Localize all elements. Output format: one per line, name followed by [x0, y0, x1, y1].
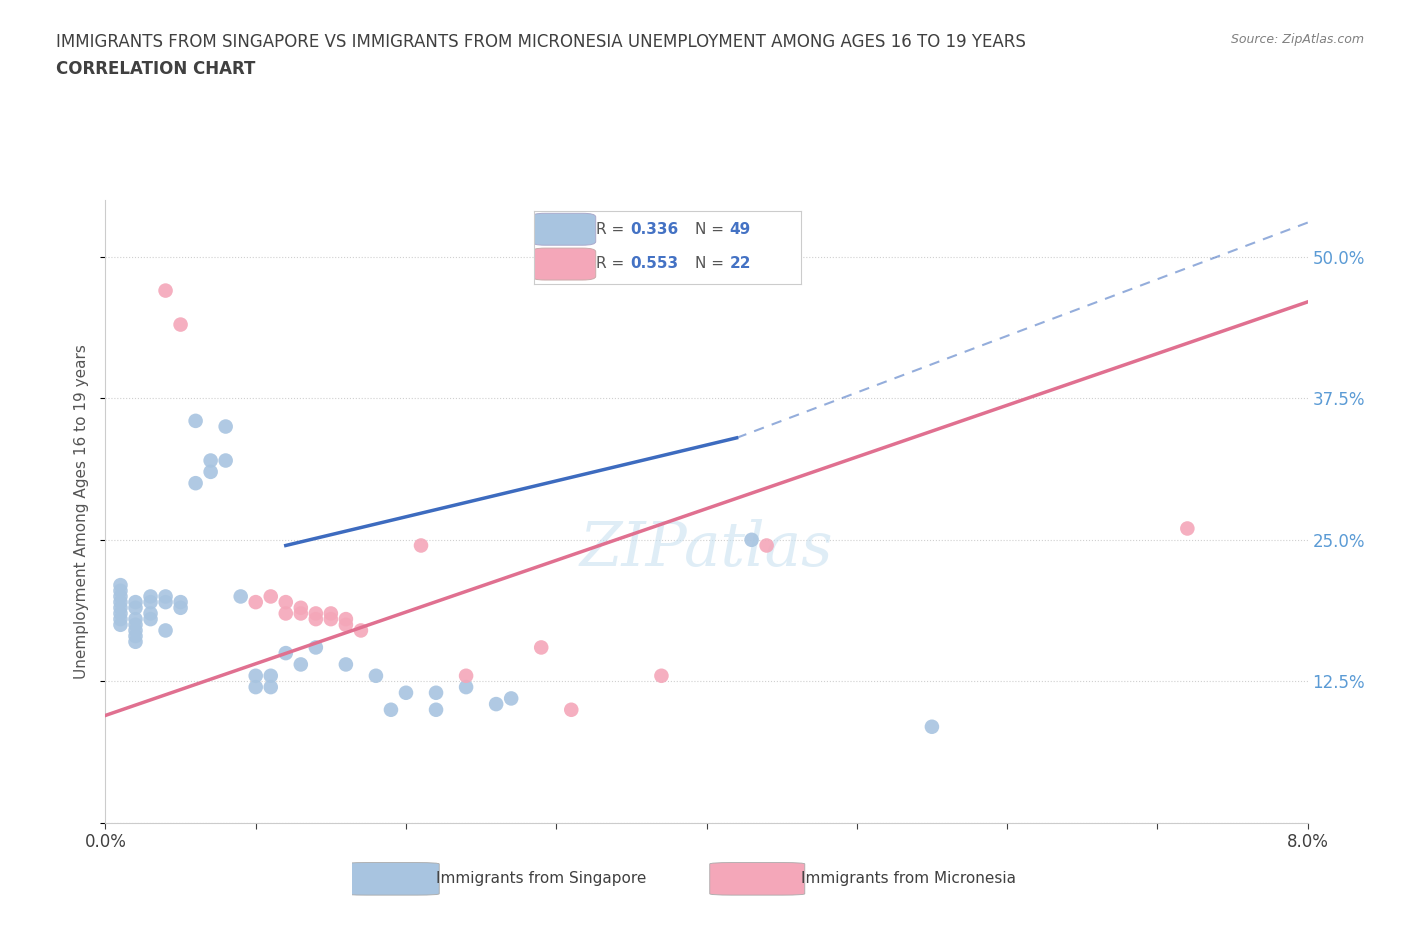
- Point: [290, 601, 312, 616]
- Text: 49: 49: [730, 221, 751, 237]
- Point: [395, 685, 418, 700]
- Point: [155, 589, 177, 604]
- Point: [260, 589, 283, 604]
- Text: R =: R =: [596, 221, 628, 237]
- Point: [139, 606, 162, 621]
- Point: [110, 612, 132, 627]
- Point: [319, 612, 342, 627]
- Point: [124, 623, 146, 638]
- FancyBboxPatch shape: [531, 248, 596, 280]
- Point: [380, 702, 402, 717]
- Point: [290, 606, 312, 621]
- Text: Immigrants from Singapore: Immigrants from Singapore: [436, 871, 645, 886]
- Point: [169, 594, 191, 609]
- Point: [260, 669, 283, 684]
- Point: [110, 589, 132, 604]
- Point: [169, 601, 191, 616]
- Point: [260, 680, 283, 695]
- Point: [560, 702, 582, 717]
- FancyBboxPatch shape: [710, 863, 804, 895]
- Point: [335, 657, 357, 671]
- Point: [245, 594, 267, 609]
- Point: [245, 669, 267, 684]
- Point: [305, 640, 328, 655]
- Point: [110, 601, 132, 616]
- Point: [921, 719, 943, 734]
- Point: [110, 583, 132, 598]
- Point: [124, 618, 146, 632]
- Point: [139, 612, 162, 627]
- Text: N =: N =: [695, 221, 728, 237]
- Text: N =: N =: [695, 256, 728, 271]
- Point: [139, 594, 162, 609]
- Point: [409, 538, 432, 553]
- Point: [155, 594, 177, 609]
- Point: [454, 680, 477, 695]
- Point: [335, 612, 357, 627]
- Point: [124, 629, 146, 644]
- Point: [155, 623, 177, 638]
- Point: [200, 453, 222, 468]
- Point: [124, 594, 146, 609]
- Text: 0.336: 0.336: [630, 221, 679, 237]
- FancyBboxPatch shape: [531, 213, 596, 246]
- Point: [364, 669, 387, 684]
- Point: [184, 414, 207, 429]
- Text: IMMIGRANTS FROM SINGAPORE VS IMMIGRANTS FROM MICRONESIA UNEMPLOYMENT AMONG AGES : IMMIGRANTS FROM SINGAPORE VS IMMIGRANTS …: [56, 33, 1026, 50]
- Point: [290, 657, 312, 671]
- Point: [274, 594, 297, 609]
- Point: [245, 680, 267, 695]
- Point: [741, 532, 763, 547]
- Text: Immigrants from Micronesia: Immigrants from Micronesia: [801, 871, 1017, 886]
- Point: [501, 691, 523, 706]
- Point: [229, 589, 252, 604]
- Point: [124, 634, 146, 649]
- Text: ZIPatlas: ZIPatlas: [579, 519, 834, 578]
- Point: [110, 618, 132, 632]
- Point: [335, 618, 357, 632]
- Point: [1175, 521, 1198, 536]
- Point: [274, 606, 297, 621]
- Point: [155, 283, 177, 298]
- Point: [650, 669, 672, 684]
- Point: [755, 538, 778, 553]
- Point: [485, 697, 508, 711]
- Point: [169, 317, 191, 332]
- FancyBboxPatch shape: [344, 863, 439, 895]
- Point: [305, 606, 328, 621]
- Point: [124, 601, 146, 616]
- Point: [214, 453, 236, 468]
- Point: [110, 578, 132, 592]
- Point: [124, 612, 146, 627]
- Text: 0.553: 0.553: [630, 256, 679, 271]
- Point: [139, 589, 162, 604]
- Point: [319, 606, 342, 621]
- Y-axis label: Unemployment Among Ages 16 to 19 years: Unemployment Among Ages 16 to 19 years: [75, 344, 90, 679]
- Text: CORRELATION CHART: CORRELATION CHART: [56, 60, 256, 78]
- Point: [305, 612, 328, 627]
- Point: [184, 476, 207, 491]
- Text: Source: ZipAtlas.com: Source: ZipAtlas.com: [1230, 33, 1364, 46]
- Point: [425, 685, 447, 700]
- Point: [454, 669, 477, 684]
- Point: [110, 606, 132, 621]
- Point: [274, 645, 297, 660]
- Point: [425, 702, 447, 717]
- Text: 22: 22: [730, 256, 751, 271]
- Point: [110, 594, 132, 609]
- Point: [214, 419, 236, 434]
- Text: R =: R =: [596, 256, 628, 271]
- Point: [350, 623, 373, 638]
- Point: [200, 464, 222, 479]
- Point: [530, 640, 553, 655]
